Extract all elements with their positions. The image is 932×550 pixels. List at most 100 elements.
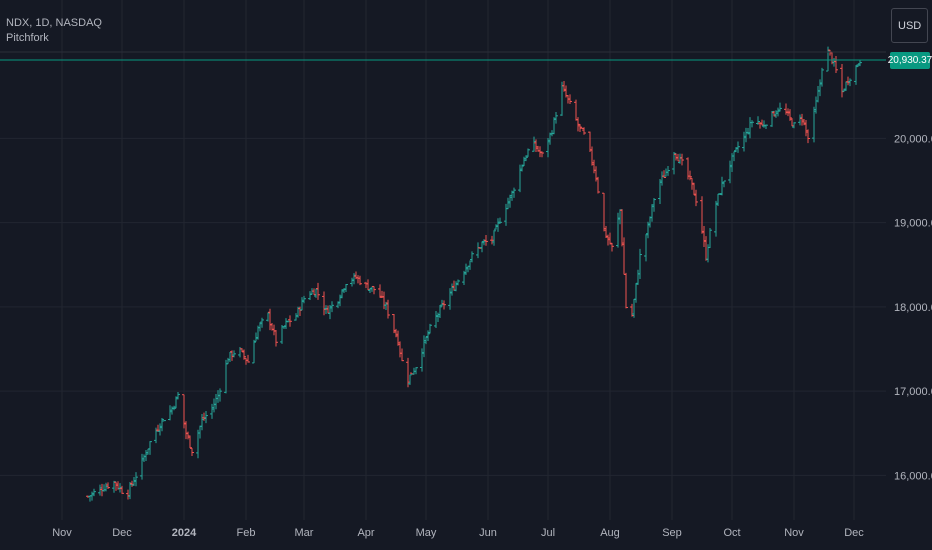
- ohlc-bar: [632, 298, 636, 318]
- x-tick-label: Dec: [112, 527, 132, 539]
- ohlc-bar: [702, 225, 706, 248]
- ohlc-bar: [676, 153, 680, 162]
- ohlc-bar: [660, 171, 664, 186]
- ohlc-bar: [114, 481, 118, 491]
- ohlc-bar: [798, 114, 802, 126]
- ohlc-bar: [196, 429, 200, 459]
- ohlc-bar: [428, 323, 432, 334]
- ohlc-bar: [590, 146, 594, 166]
- ohlc-bar: [216, 390, 220, 403]
- ohlc-bar: [462, 270, 466, 285]
- ohlc-bar: [714, 200, 718, 237]
- ohlc-bar: [386, 299, 390, 319]
- ohlc-bar: [230, 350, 234, 361]
- ohlc-bar: [732, 151, 736, 162]
- x-tick-label: Dec: [844, 527, 864, 539]
- ohlc-bar: [704, 236, 708, 261]
- ohlc-bar: [748, 117, 752, 139]
- ohlc-bar: [252, 339, 256, 364]
- ohlc-bar: [854, 65, 858, 85]
- ohlc-bar: [450, 283, 454, 296]
- ohlc-bar: [422, 335, 426, 358]
- ohlc-bar: [356, 275, 360, 284]
- ohlc-bar: [476, 242, 480, 259]
- ohlc-bar: [190, 447, 194, 457]
- ohlc-bar: [260, 317, 264, 328]
- ohlc-bar: [284, 318, 288, 329]
- ohlc-bar: [624, 272, 628, 309]
- ohlc-bar: [112, 480, 116, 493]
- ohlc-bar: [744, 127, 748, 143]
- ohlc-bar: [728, 160, 732, 184]
- ohlc-bar: [496, 218, 500, 232]
- ohlc-bar: [816, 85, 820, 103]
- indicator-label[interactable]: Pitchfork: [6, 32, 49, 44]
- ohlc-bar: [606, 234, 610, 246]
- ohlc-bar: [672, 151, 676, 175]
- ohlc-bar: [98, 484, 102, 496]
- price-axis[interactable]: 16,000.00 17,000.00 18,000.00 19,000.00 20,0…: [894, 133, 932, 482]
- ohlc-bar: [832, 58, 836, 67]
- ohlc-bar: [790, 118, 794, 127]
- ohlc-bar: [126, 489, 130, 500]
- ohlc-bar: [392, 314, 396, 334]
- ohlc-bar: [288, 315, 292, 327]
- ohlc-bar: [188, 435, 192, 449]
- ohlc-bar: [708, 228, 712, 249]
- time-axis[interactable]: Nov Dec 2024 Feb Mar Apr May Jun Jul Aug Sep Oct Nov…: [52, 527, 864, 539]
- ohlc-bar: [646, 221, 650, 239]
- ohlc-bars: [86, 46, 862, 502]
- x-tick-label: Mar: [295, 527, 314, 539]
- ohlc-bar: [546, 138, 550, 158]
- ohlc-bar: [312, 288, 316, 296]
- ohlc-bar: [442, 300, 446, 310]
- ohlc-bar: [210, 403, 214, 419]
- ohlc-bar: [506, 197, 510, 210]
- ohlc-bar: [322, 291, 326, 316]
- ohlc-bar: [408, 374, 412, 385]
- ohlc-bar: [350, 277, 354, 287]
- ohlc-bar: [168, 405, 172, 421]
- ohlc-bar: [372, 285, 376, 295]
- ohlc-bar: [470, 251, 474, 263]
- ohlc-bar: [434, 310, 438, 328]
- ohlc-bar: [316, 282, 320, 300]
- ohlc-bar: [358, 275, 362, 286]
- ohlc-bar: [130, 480, 134, 487]
- ohlc-bar: [574, 99, 578, 121]
- ohlc-bar: [344, 283, 348, 293]
- ohlc-bar: [400, 348, 404, 362]
- ohlc-bar: [148, 441, 152, 455]
- y-tick-label: 18,000.00: [894, 302, 932, 314]
- symbol-title[interactable]: NDX, 1D, NASDAQ: [6, 17, 102, 29]
- x-tick-label: 2024: [172, 527, 197, 539]
- ohlc-bar: [760, 119, 764, 126]
- y-tick-label: 16,000.00: [894, 470, 932, 482]
- ohlc-bar: [580, 127, 584, 129]
- ohlc-bar: [212, 398, 216, 413]
- ohlc-bar: [848, 78, 852, 87]
- ohlc-bar: [512, 187, 516, 198]
- currency-button[interactable]: USD: [891, 8, 928, 43]
- ohlc-bar: [652, 198, 656, 212]
- ohlc-bar: [228, 351, 232, 362]
- ohlc-bar: [800, 113, 804, 126]
- x-tick-label: Nov: [784, 527, 804, 539]
- ohlc-bar: [218, 388, 222, 402]
- ohlc-bar: [690, 177, 694, 190]
- ohlc-bar: [554, 112, 558, 124]
- y-tick-label: 20,000.00: [894, 133, 932, 145]
- x-tick-label: May: [416, 527, 437, 539]
- ohlc-bar: [134, 472, 138, 487]
- ohlc-bar: [352, 273, 356, 285]
- ohlc-bar: [92, 488, 96, 497]
- ohlc-bar: [100, 483, 104, 497]
- ohlc-bar: [174, 396, 178, 409]
- ohlc-bar: [834, 55, 838, 74]
- ohlc-bar: [742, 131, 746, 152]
- ohlc-bar: [160, 418, 164, 432]
- ohlc-bar: [616, 212, 620, 248]
- ohlc-bar: [846, 76, 850, 86]
- ohlc-bar: [582, 127, 586, 135]
